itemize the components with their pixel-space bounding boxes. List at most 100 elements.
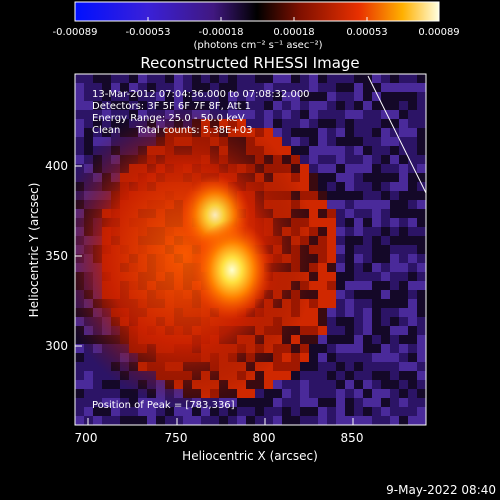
image-pixel [336,398,345,407]
image-pixel [102,92,111,101]
image-pixel [354,371,363,380]
image-pixel [345,92,354,101]
image-pixel [102,371,111,380]
image-pixel [309,326,318,335]
image-pixel [318,290,327,299]
image-pixel [345,353,354,362]
image-pixel [129,389,138,398]
image-pixel [381,74,390,83]
energy-range: Energy Range: 25.0 - 50.0 keV [92,113,245,124]
image-pixel [327,236,336,245]
image-pixel [264,83,273,92]
image-pixel [345,299,354,308]
image-pixel [237,407,246,416]
image-pixel [390,119,399,128]
image-pixel [255,380,264,389]
image-pixel [327,74,336,83]
image-pixel [282,362,291,371]
image-pixel [318,92,327,101]
image-pixel [417,191,426,200]
image-pixel [336,110,345,119]
image-pixel [273,92,282,101]
image-pixel [291,335,300,344]
image-pixel [300,164,309,173]
image-pixel [345,416,354,425]
x-tick-label: 850 [341,431,364,445]
image-pixel [318,308,327,317]
image-pixel [300,128,309,137]
image-pixel [138,92,147,101]
image-pixel [327,254,336,263]
image-pixel [318,281,327,290]
image-pixel [345,326,354,335]
image-pixel [318,227,327,236]
image-pixel [300,92,309,101]
image-pixel [300,191,309,200]
image-pixel [264,371,273,380]
image-pixel [372,74,381,83]
image-pixel [363,200,372,209]
image-pixel [408,200,417,209]
peak-position: Position of Peak = [783,336] [92,400,235,411]
x-tick-label: 750 [165,431,188,445]
image-pixel [318,119,327,128]
image-pixel [336,326,345,335]
image-pixel [138,83,147,92]
image-pixel [363,128,372,137]
image-pixel [345,389,354,398]
image-pixel [264,398,273,407]
image-pixel [372,281,381,290]
image-pixel [336,191,345,200]
image-pixel [381,182,390,191]
image-pixel [300,317,309,326]
image-pixel [264,128,273,137]
image-pixel [354,407,363,416]
image-pixel [273,398,282,407]
image-pixel [417,263,426,272]
image-pixel [291,164,300,173]
image-pixel [327,416,336,425]
image-pixel [273,371,282,380]
image-pixel [390,416,399,425]
image-pixel [408,182,417,191]
image-pixel [417,119,426,128]
image-pixel [300,74,309,83]
image-pixel [336,137,345,146]
image-pixel [336,92,345,101]
image-pixel [300,182,309,191]
image-pixel [372,146,381,155]
image-pixel [354,155,363,164]
image-pixel [408,209,417,218]
image-pixel [417,173,426,182]
image-pixel [228,83,237,92]
image-pixel [381,200,390,209]
image-pixel [336,182,345,191]
image-pixel [408,155,417,164]
image-pixel [228,110,237,119]
image-pixel [147,92,156,101]
image-pixel [354,236,363,245]
image-pixel [327,335,336,344]
image-pixel [372,263,381,272]
image-pixel [309,191,318,200]
image-pixel [417,137,426,146]
image-pixel [147,101,156,110]
image-pixel [345,191,354,200]
image-pixel [192,416,201,425]
image-pixel [372,407,381,416]
image-pixel [354,182,363,191]
image-pixel [381,254,390,263]
colorbar-tick-label: 0.00053 [346,27,387,38]
image-pixel [399,173,408,182]
image-pixel [390,164,399,173]
image-pixel [354,335,363,344]
image-pixel [372,173,381,182]
image-pixel [345,308,354,317]
image-pixel [327,272,336,281]
image-pixel [309,101,318,110]
image-pixel [309,146,318,155]
image-pixel [318,191,327,200]
image-pixel [381,389,390,398]
image-pixel [417,317,426,326]
image-pixel [237,398,246,407]
